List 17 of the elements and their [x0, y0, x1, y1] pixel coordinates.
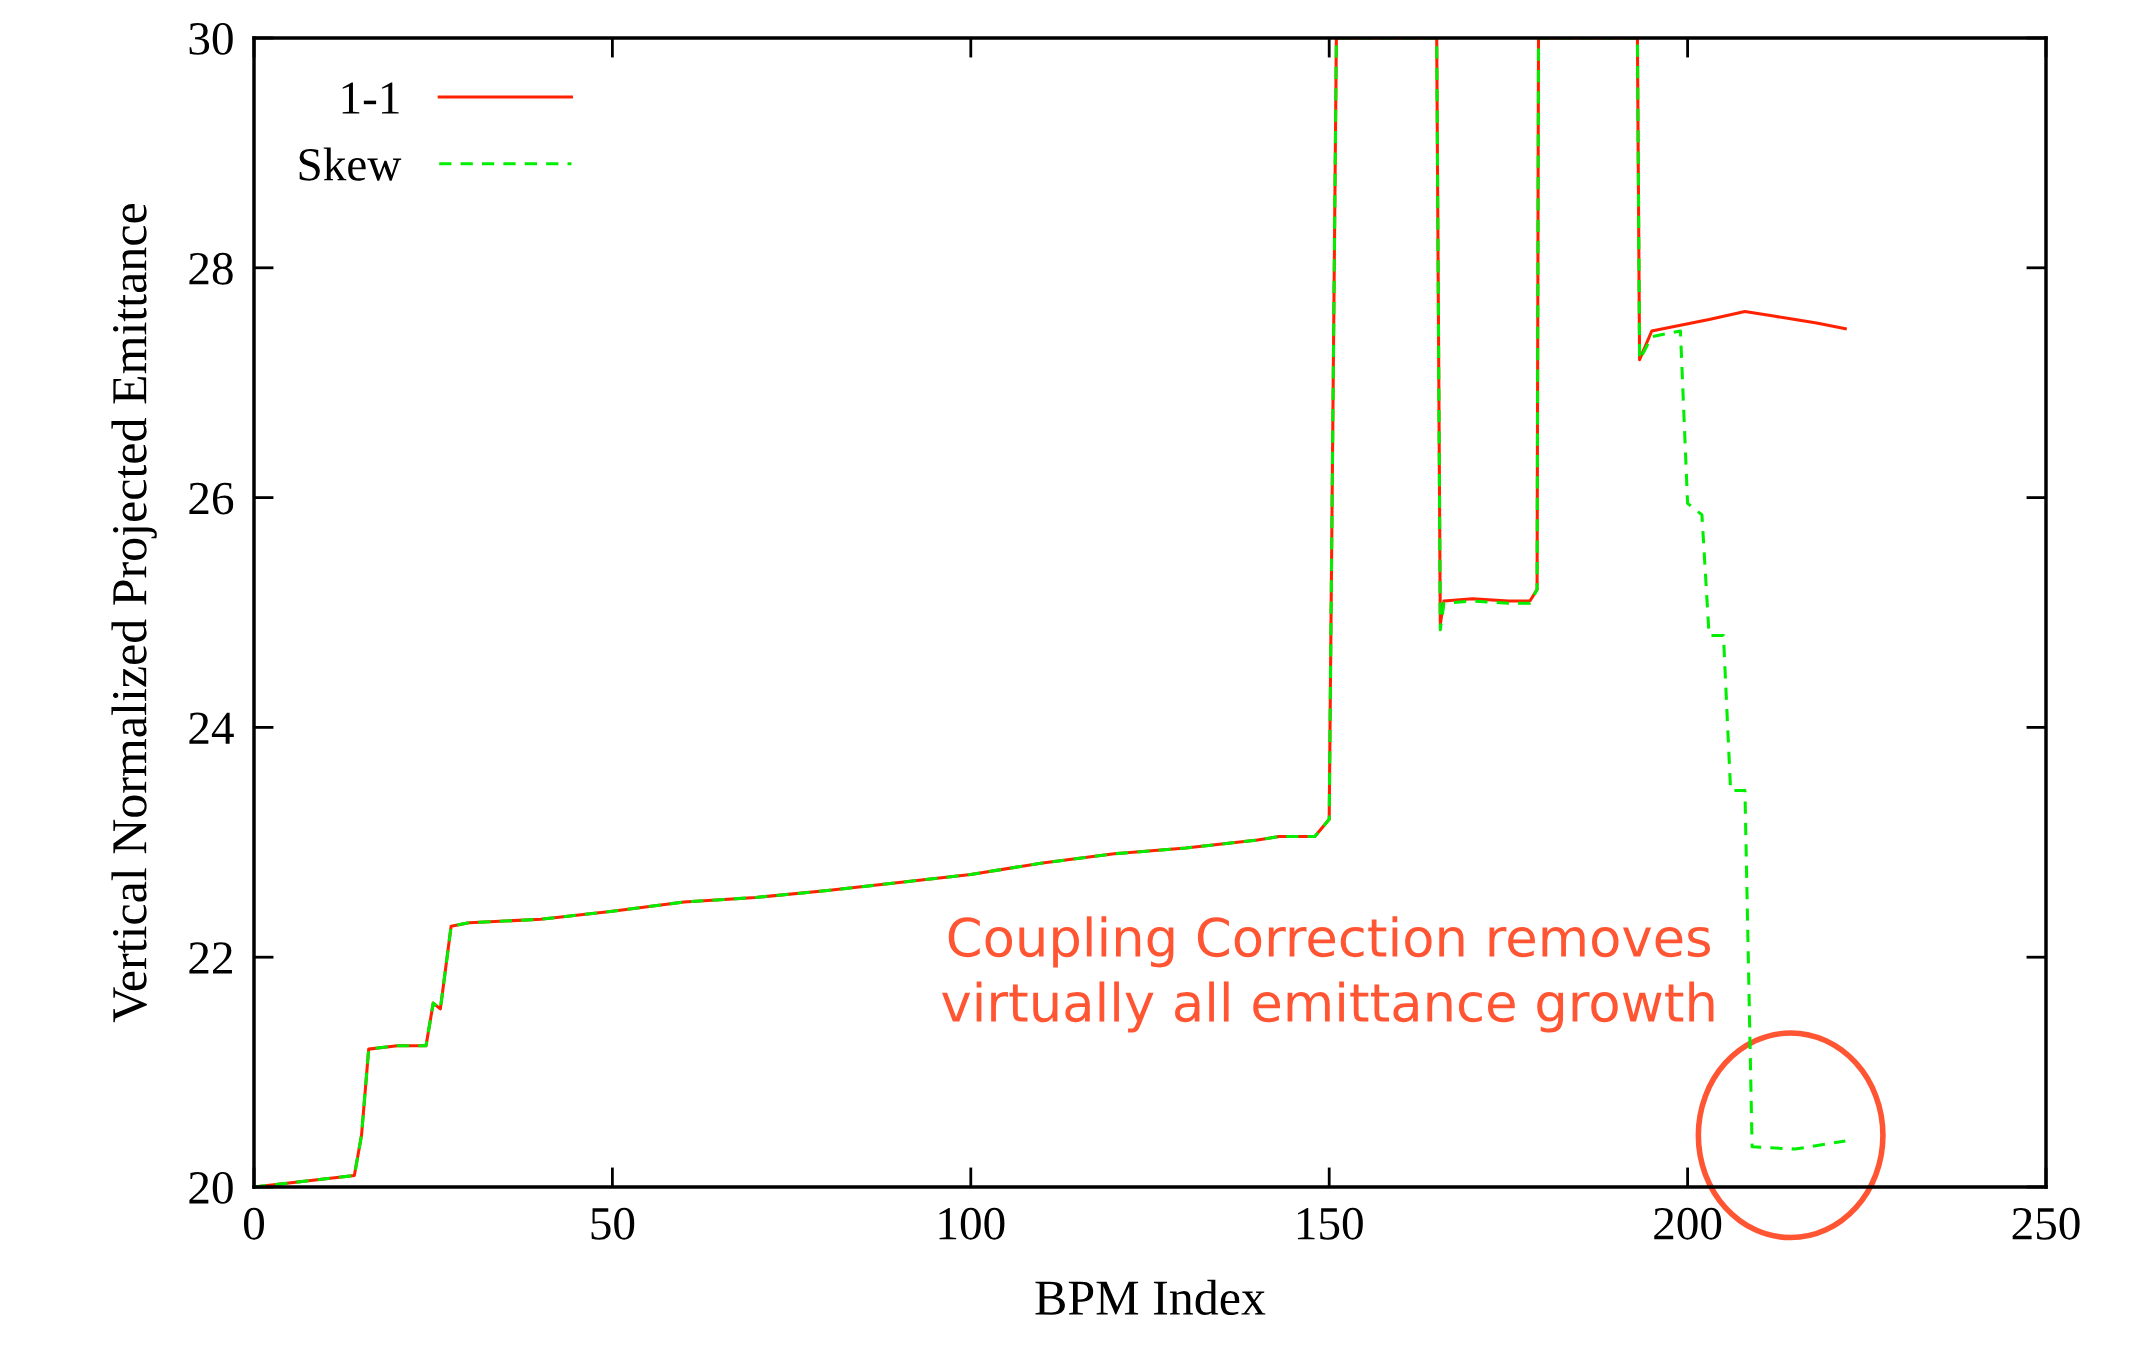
legend-label: 1-1	[342, 82, 399, 114]
y-tick-label: 26	[189, 482, 234, 515]
y-tick-label: 30	[189, 22, 233, 55]
y-tick-label: 22	[189, 942, 232, 974]
x-tick-label: 0	[243, 1207, 265, 1240]
legend-label: Skew	[299, 147, 402, 181]
annotation: Coupling Correction removes virtually all emittance growth	[942, 916, 1714, 1033]
x-tick-label: 100	[939, 1207, 1005, 1240]
x-tick-label: 250	[2012, 1207, 2080, 1240]
y-tick-label: 28	[189, 252, 233, 285]
x-axis-title: BPM Index	[1035, 1279, 1266, 1316]
y-tick-label: 20	[189, 1171, 233, 1204]
y-tick-label: 24	[189, 712, 234, 744]
x-tick-label: 50	[591, 1207, 635, 1240]
x-tick-label: 200	[1654, 1207, 1722, 1240]
x-tick-label: 150	[1297, 1207, 1363, 1240]
y-axis-title: Vertical Normalized Projected Emittance	[111, 204, 157, 1023]
